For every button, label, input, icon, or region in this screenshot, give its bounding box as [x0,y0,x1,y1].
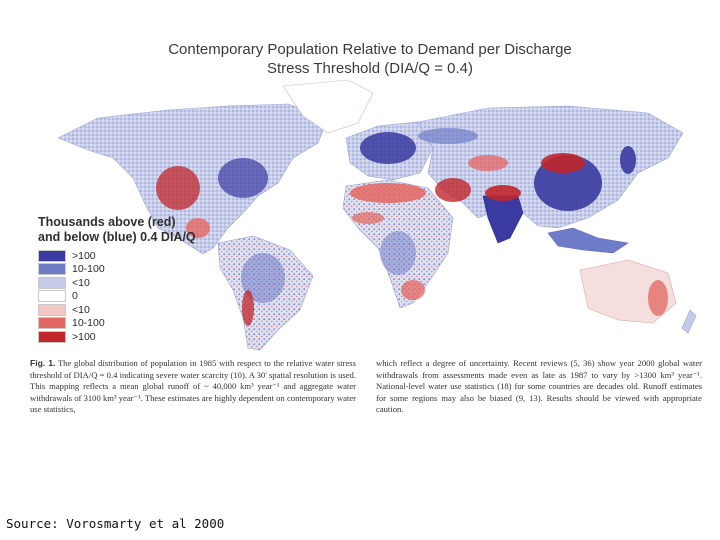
west-africa-red [352,212,384,224]
map-legend: Thousands above (red) and below (blue) 0… [38,215,208,344]
map-title-line-2: Stress Threshold (DIA/Q = 0.4) [266,60,474,77]
south-africa-red [401,280,425,300]
legend-swatch [38,303,66,316]
legend-title-line-2: and below (blue) 0.4 DIA/Q [38,230,196,244]
legend-row: 10-100 [38,263,208,277]
figure-label: Fig. 1. [30,358,56,368]
caption-text-2: which reflect a degree of uncertainty. R… [376,358,702,415]
north-india-red [485,185,521,201]
legend-swatch [38,276,66,289]
figure-caption-column-1: Fig. 1. The global distribution of popul… [30,358,356,416]
central-asia-red [468,155,508,171]
figure-caption-column-2: which reflect a degree of uncertainty. R… [376,358,702,416]
map-title-line-1: Contemporary Population Relative to Dema… [168,41,572,58]
mexico-red [186,218,210,238]
brazil-blue [241,253,285,303]
legend-swatch [38,330,66,343]
legend-label: 0 [72,290,78,303]
legend-row: >100 [38,330,208,344]
north-china-red [541,153,585,173]
map-title: Contemporary Population Relative to Dema… [150,40,590,78]
russia-blue [418,128,478,144]
source-credit: Source: Vorosmarty et al 2000 [6,516,225,531]
legend-items: >100 10-100 <10 0 <10 10-100 >100 [38,249,208,344]
world-map [57,79,697,351]
legend-label: 10-100 [72,263,105,276]
usa-east-blue [218,158,268,198]
sahara-north-africa-red [350,183,426,203]
legend-label: <10 [72,276,90,289]
legend-row: 10-100 [38,317,208,331]
legend-swatch [38,317,66,330]
usa-west-red [156,166,200,210]
legend-title-line-1: Thousands above (red) [38,215,176,229]
legend-row: >100 [38,249,208,263]
legend-row: <10 [38,303,208,317]
andes-red [242,290,254,326]
legend-row: <10 [38,276,208,290]
legend-label: <10 [72,303,90,316]
legend-row: 0 [38,290,208,304]
central-africa-blue [380,231,416,275]
legend-label: 10-100 [72,317,105,330]
india-landmass [482,195,524,244]
greenland-landmass [282,79,374,134]
legend-label: >100 [72,330,96,343]
europe-dense-blue [360,132,416,164]
japan-blue [620,146,636,174]
australia-east-red [648,280,668,316]
legend-label: >100 [72,249,96,262]
legend-swatch [38,249,66,262]
middle-east-red [435,178,471,202]
legend-swatch [38,263,66,276]
legend-swatch [38,290,66,303]
southeast-asia-islands [547,227,629,254]
new-zealand-landmass [681,309,697,334]
legend-title: Thousands above (red) and below (blue) 0… [38,215,208,245]
caption-text-1: The global distribution of population in… [30,358,356,415]
